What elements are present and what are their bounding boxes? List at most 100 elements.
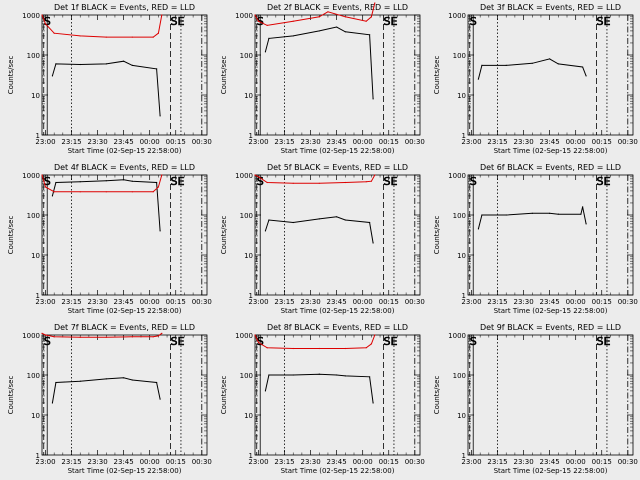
marker-se: SE (597, 335, 611, 348)
data-point (318, 373, 320, 375)
data-point (266, 347, 268, 349)
chart-panel-1: Det 1f BLACK = Events, RED = LLD 1 10 100 10… (7, 3, 212, 155)
chart-title: Det 8f BLACK = Events, RED = LLD (267, 323, 408, 332)
x-tick-label: 23:45 (114, 298, 134, 306)
y-tick-label: 1 (36, 292, 40, 300)
data-point (344, 16, 346, 18)
marker-se: SE (597, 15, 611, 28)
data-point (159, 115, 161, 117)
x-tick-label: 00:30 (618, 298, 638, 306)
data-point (157, 32, 159, 34)
data-point (344, 31, 346, 33)
data-point (318, 182, 320, 184)
chart-title: Det 2f BLACK = Events, RED = LLD (267, 3, 408, 12)
x-tick-label: 23:45 (540, 458, 560, 466)
chart-panel-7: Det 7f BLACK = Events, RED = LLD 1 10 100 10… (7, 323, 212, 475)
data-point (372, 402, 374, 404)
data-point (344, 219, 346, 221)
x-tick-label: 23:30 (300, 138, 320, 146)
chart-panel-4: Det 4f BLACK = Events, RED = LLD 1 10 100 10… (7, 163, 212, 315)
plot-area (467, 14, 634, 136)
data-point (580, 213, 582, 215)
marker-se: SE (171, 175, 185, 188)
data-point (105, 36, 107, 38)
data-point (374, 2, 376, 4)
series-line-lld (254, 334, 376, 349)
data-point (55, 63, 57, 65)
data-point (51, 402, 54, 404)
x-tick-label: 23:15 (487, 298, 507, 306)
data-point (55, 181, 57, 184)
x-tick-label: 00:00 (566, 138, 586, 146)
data-point (318, 218, 320, 220)
y-axis-label: Counts/sec (7, 376, 15, 415)
series-line-lld (41, 14, 163, 38)
data-point (79, 336, 81, 338)
y-tick-label: 1000 (448, 332, 466, 340)
marker-s: S (470, 15, 477, 28)
y-tick-label: 100 (240, 52, 253, 60)
data-point (318, 16, 320, 18)
x-tick-label: 23:15 (61, 458, 81, 466)
plot-area (41, 174, 208, 296)
x-tick-label: 23:15 (61, 298, 81, 306)
marker-s: S (470, 175, 477, 188)
data-point (105, 191, 107, 193)
y-tick-label: 1 (249, 292, 253, 300)
marker-se: SE (384, 335, 398, 348)
y-tick-label: 1 (249, 452, 253, 460)
data-point (264, 230, 267, 232)
x-tick-label: 00:15 (592, 138, 612, 146)
x-axis-label: Start Time (02-Sep-15 22:58:00) (68, 307, 182, 315)
series-line-events (51, 377, 161, 404)
data-point (105, 336, 107, 338)
y-tick-label: 10 (457, 92, 466, 100)
y-tick-label: 1 (462, 292, 466, 300)
x-tick-label: 00:30 (192, 298, 212, 306)
y-tick-label: 10 (457, 252, 466, 260)
x-axis-label: Start Time (02-Sep-15 22:58:00) (281, 147, 395, 155)
y-tick-label: 100 (453, 212, 466, 220)
data-point (344, 375, 346, 377)
data-point (41, 332, 43, 334)
y-tick-label: 10 (31, 92, 40, 100)
data-point (159, 230, 161, 232)
y-tick-label: 10 (457, 412, 466, 420)
data-point (79, 35, 81, 37)
data-point (131, 36, 133, 38)
data-point (266, 181, 268, 184)
data-point (369, 376, 371, 378)
chart-panel-6: Det 6f BLACK = Events, RED = LLD 1 10 100 10… (433, 163, 638, 315)
x-axis-label: Start Time (02-Sep-15 22:58:00) (281, 467, 395, 475)
data-point (585, 223, 587, 225)
data-point (549, 212, 551, 214)
data-point (152, 191, 154, 193)
data-point (257, 20, 260, 22)
chart-panel-9: Det 9f BLACK = Events, RED = LLD 1 10 100 10… (433, 323, 638, 475)
x-tick-label: 23:00 (248, 458, 268, 466)
chart-title: Det 1f BLACK = Events, RED = LLD (54, 3, 195, 12)
data-point (292, 182, 294, 184)
data-point (152, 36, 154, 38)
x-tick-label: 23:15 (487, 138, 507, 146)
y-tick-label: 100 (27, 52, 40, 60)
y-tick-label: 10 (244, 92, 253, 100)
data-point (53, 336, 55, 338)
marker-se: SE (171, 15, 185, 28)
x-tick-label: 00:00 (140, 458, 160, 466)
data-point (159, 398, 161, 400)
data-point (131, 379, 133, 381)
x-tick-label: 00:00 (566, 458, 586, 466)
series-line-events (264, 26, 374, 99)
y-tick-label: 100 (453, 372, 466, 380)
x-tick-label: 23:45 (540, 138, 560, 146)
y-tick-label: 1 (36, 132, 40, 140)
marker-s: S (257, 335, 264, 348)
x-tick-label: 23:45 (540, 298, 560, 306)
data-point (44, 23, 47, 25)
data-point (161, 174, 163, 176)
x-axis-label: Start Time (02-Sep-15 22:58:00) (494, 307, 608, 315)
marker-se: SE (384, 15, 398, 28)
data-point (79, 63, 81, 66)
data-point (374, 174, 376, 176)
